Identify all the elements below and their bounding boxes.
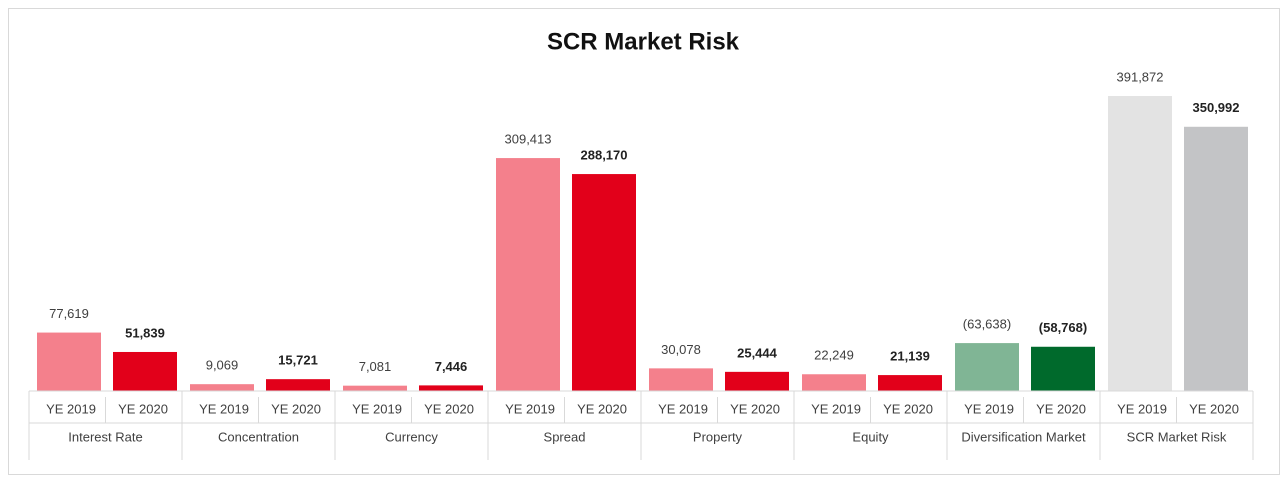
chart-frame (8, 8, 1280, 475)
sub-category-label: YE 2020 (271, 401, 321, 416)
category-label: Currency (385, 429, 438, 444)
bar (1184, 126, 1248, 391)
sub-category-label: YE 2020 (118, 401, 168, 416)
value-label: 30,078 (661, 342, 701, 357)
value-label: 9,069 (206, 358, 239, 373)
category-label: Spread (544, 429, 586, 444)
bar (496, 158, 560, 391)
category-label: Interest Rate (68, 429, 142, 444)
sub-category-label: YE 2019 (811, 401, 861, 416)
value-label: 77,619 (49, 306, 89, 321)
category-label: Property (693, 429, 743, 444)
sub-category-label: YE 2020 (730, 401, 780, 416)
sub-category-label: YE 2020 (424, 401, 474, 416)
value-label: 288,170 (581, 148, 628, 163)
bar (113, 351, 177, 391)
value-label: 391,872 (1117, 69, 1164, 84)
bar (878, 375, 942, 391)
bar (1031, 346, 1095, 391)
value-label: 51,839 (125, 325, 165, 340)
category-label: Concentration (218, 429, 299, 444)
bar (955, 343, 1019, 391)
value-label: 7,081 (359, 359, 392, 374)
category-label: Diversification Market (961, 429, 1086, 444)
sub-category-label: YE 2019 (658, 401, 708, 416)
bar (419, 385, 483, 391)
value-label: 21,139 (890, 349, 930, 364)
category-label: SCR Market Risk (1127, 429, 1227, 444)
bar (649, 368, 713, 391)
value-label: 350,992 (1193, 100, 1240, 115)
bar (802, 374, 866, 391)
bar (725, 371, 789, 391)
sub-category-label: YE 2019 (1117, 401, 1167, 416)
category-label: Equity (852, 429, 889, 444)
value-label: (63,638) (963, 317, 1011, 332)
sub-category-label: YE 2019 (352, 401, 402, 416)
value-label: 15,721 (278, 353, 318, 368)
sub-category-label: YE 2020 (1189, 401, 1239, 416)
bar (572, 174, 636, 391)
bar (37, 332, 101, 391)
sub-category-label: YE 2020 (577, 401, 627, 416)
bar (343, 385, 407, 391)
value-label: 309,413 (505, 132, 552, 147)
value-label: 25,444 (737, 345, 778, 360)
sub-category-label: YE 2020 (1036, 401, 1086, 416)
sub-category-label: YE 2019 (46, 401, 96, 416)
chart-title: SCR Market Risk (547, 28, 740, 55)
bar (266, 379, 330, 391)
value-label: (58,768) (1039, 320, 1087, 335)
bar (1108, 96, 1172, 391)
bar (190, 384, 254, 391)
sub-category-label: YE 2019 (505, 401, 555, 416)
value-label: 7,446 (435, 359, 468, 374)
sub-category-label: YE 2019 (964, 401, 1014, 416)
sub-category-label: YE 2019 (199, 401, 249, 416)
value-label: 22,249 (814, 348, 854, 363)
sub-category-label: YE 2020 (883, 401, 933, 416)
